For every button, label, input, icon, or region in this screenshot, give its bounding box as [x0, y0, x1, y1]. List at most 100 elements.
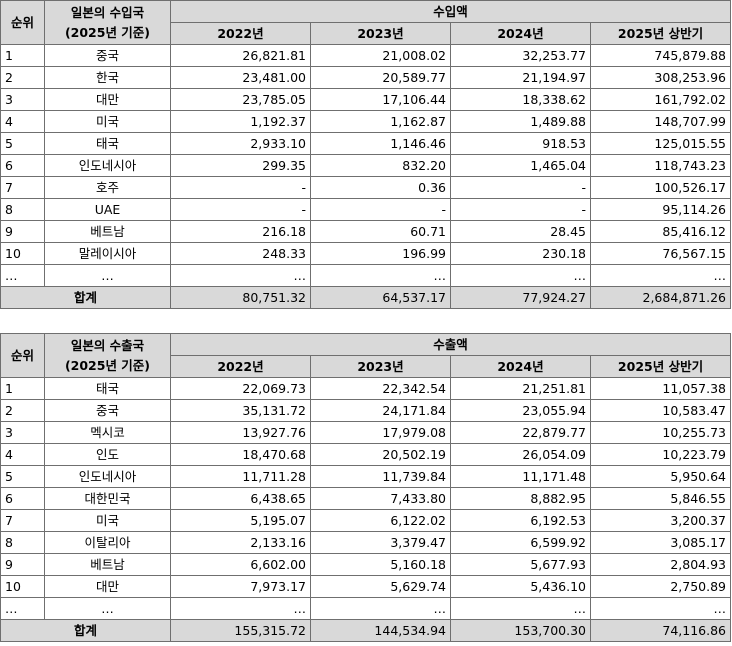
rank-cell[interactable]: 5	[0, 132, 45, 155]
value-cell[interactable]: 5,160.18	[310, 553, 451, 576]
country-cell[interactable]: …	[44, 264, 171, 287]
value-cell[interactable]: 2,750.89	[590, 575, 731, 598]
value-cell[interactable]: 161,792.02	[590, 88, 731, 111]
value-cell[interactable]: 21,251.81	[450, 377, 591, 400]
country-cell[interactable]: 인도	[44, 443, 171, 466]
country-header[interactable]: 일본의 수출국 (2025년 기준)	[44, 333, 171, 378]
country-cell[interactable]: …	[44, 597, 171, 620]
rank-cell[interactable]: 7	[0, 509, 45, 532]
rank-cell[interactable]: 4	[0, 443, 45, 466]
value-cell[interactable]: 1,162.87	[310, 110, 451, 133]
value-cell[interactable]: 6,122.02	[310, 509, 451, 532]
value-cell[interactable]: 26,054.09	[450, 443, 591, 466]
rank-cell[interactable]: 2	[0, 66, 45, 89]
value-cell[interactable]: 308,253.96	[590, 66, 731, 89]
rank-cell[interactable]: 3	[0, 88, 45, 111]
rank-cell[interactable]: 10	[0, 242, 45, 265]
value-cell[interactable]: 10,223.79	[590, 443, 731, 466]
rank-cell[interactable]: …	[0, 264, 45, 287]
value-cell[interactable]: 5,195.07	[170, 509, 311, 532]
value-cell[interactable]: 5,677.93	[450, 553, 591, 576]
value-cell[interactable]: 8,882.95	[450, 487, 591, 510]
year-header[interactable]: 2022년	[170, 22, 311, 45]
value-cell[interactable]: …	[450, 597, 591, 620]
value-cell[interactable]: 11,711.28	[170, 465, 311, 488]
country-cell[interactable]: 중국	[44, 399, 171, 422]
rank-header[interactable]: 순위	[0, 0, 45, 45]
value-cell[interactable]: 23,055.94	[450, 399, 591, 422]
country-cell[interactable]: 미국	[44, 509, 171, 532]
country-cell[interactable]: 호주	[44, 176, 171, 199]
country-cell[interactable]: 베트남	[44, 220, 171, 243]
value-cell[interactable]: 10,255.73	[590, 421, 731, 444]
country-header[interactable]: 일본의 수입국 (2025년 기준)	[44, 0, 171, 45]
country-cell[interactable]: 대한민국	[44, 487, 171, 510]
value-cell[interactable]: -	[450, 198, 591, 221]
value-cell[interactable]: 1,146.46	[310, 132, 451, 155]
value-cell[interactable]: -	[310, 198, 451, 221]
value-cell[interactable]: 18,338.62	[450, 88, 591, 111]
value-cell[interactable]: 23,785.05	[170, 88, 311, 111]
country-cell[interactable]: 대만	[44, 88, 171, 111]
value-cell[interactable]: 0.36	[310, 176, 451, 199]
value-cell[interactable]: -	[170, 176, 311, 199]
value-cell[interactable]: 248.33	[170, 242, 311, 265]
country-cell[interactable]: 인도네시아	[44, 465, 171, 488]
rank-cell[interactable]: 1	[0, 377, 45, 400]
value-cell[interactable]: 5,846.55	[590, 487, 731, 510]
import-value-header[interactable]: 수입액	[170, 0, 731, 23]
value-cell[interactable]: 21,008.02	[310, 44, 451, 67]
total-label[interactable]: 합계	[0, 619, 171, 642]
rank-cell[interactable]: 5	[0, 465, 45, 488]
value-cell[interactable]: 32,253.77	[450, 44, 591, 67]
value-cell[interactable]: 24,171.84	[310, 399, 451, 422]
rank-cell[interactable]: 10	[0, 575, 45, 598]
year-header[interactable]: 2022년	[170, 355, 311, 378]
value-cell[interactable]: 2,133.16	[170, 531, 311, 554]
rank-cell[interactable]: 3	[0, 421, 45, 444]
rank-cell[interactable]: 1	[0, 44, 45, 67]
rank-cell[interactable]: 6	[0, 154, 45, 177]
value-cell[interactable]: 11,171.48	[450, 465, 591, 488]
value-cell[interactable]: …	[170, 597, 311, 620]
value-cell[interactable]: 832.20	[310, 154, 451, 177]
total-value-cell[interactable]: 64,537.17	[310, 286, 451, 309]
year-header[interactable]: 2025년 상반기	[590, 22, 731, 45]
value-cell[interactable]: 5,950.64	[590, 465, 731, 488]
value-cell[interactable]: 21,194.97	[450, 66, 591, 89]
value-cell[interactable]: 216.18	[170, 220, 311, 243]
country-cell[interactable]: UAE	[44, 198, 171, 221]
value-cell[interactable]: …	[170, 264, 311, 287]
country-cell[interactable]: 태국	[44, 377, 171, 400]
value-cell[interactable]: 26,821.81	[170, 44, 311, 67]
value-cell[interactable]: 2,804.93	[590, 553, 731, 576]
value-cell[interactable]: 6,192.53	[450, 509, 591, 532]
value-cell[interactable]: 918.53	[450, 132, 591, 155]
value-cell[interactable]: 1,465.04	[450, 154, 591, 177]
rank-cell[interactable]: 8	[0, 531, 45, 554]
value-cell[interactable]: 299.35	[170, 154, 311, 177]
year-header[interactable]: 2023년	[310, 22, 451, 45]
value-cell[interactable]: 11,739.84	[310, 465, 451, 488]
value-cell[interactable]: 100,526.17	[590, 176, 731, 199]
value-cell[interactable]: …	[590, 597, 731, 620]
year-header[interactable]: 2025년 상반기	[590, 355, 731, 378]
value-cell[interactable]: 10,583.47	[590, 399, 731, 422]
value-cell[interactable]: -	[450, 176, 591, 199]
total-value-cell[interactable]: 2,684,871.26	[590, 286, 731, 309]
value-cell[interactable]: …	[310, 264, 451, 287]
country-cell[interactable]: 이탈리아	[44, 531, 171, 554]
rank-cell[interactable]: 8	[0, 198, 45, 221]
country-cell[interactable]: 대만	[44, 575, 171, 598]
rank-cell[interactable]: …	[0, 597, 45, 620]
total-label[interactable]: 합계	[0, 286, 171, 309]
rank-cell[interactable]: 9	[0, 220, 45, 243]
value-cell[interactable]: 230.18	[450, 242, 591, 265]
value-cell[interactable]: 22,879.77	[450, 421, 591, 444]
export-value-header[interactable]: 수출액	[170, 333, 731, 356]
rank-cell[interactable]: 6	[0, 487, 45, 510]
country-cell[interactable]: 미국	[44, 110, 171, 133]
total-value-cell[interactable]: 144,534.94	[310, 619, 451, 642]
value-cell[interactable]: 11,057.38	[590, 377, 731, 400]
value-cell[interactable]: 118,743.23	[590, 154, 731, 177]
